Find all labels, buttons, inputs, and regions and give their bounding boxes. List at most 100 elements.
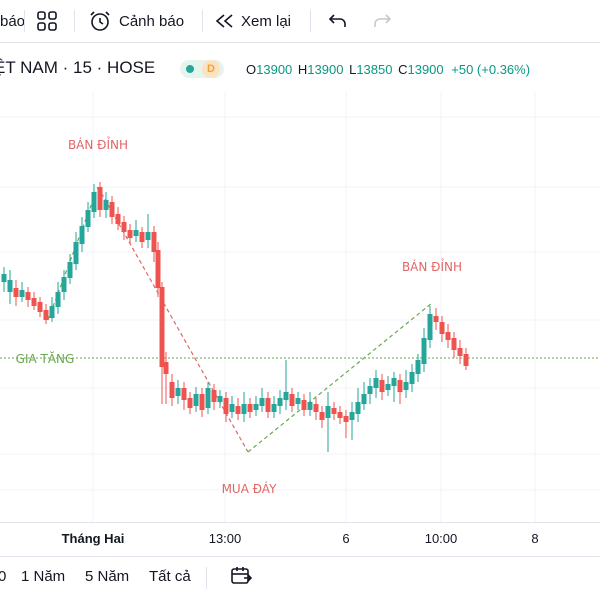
candle-body (283, 392, 289, 400)
candle-body (289, 394, 295, 406)
candle (265, 392, 271, 418)
candle-body (385, 384, 391, 390)
candle-body (121, 222, 127, 232)
candle-body (403, 382, 409, 390)
candle-body (49, 306, 55, 318)
rewind-icon (214, 12, 236, 30)
annotation-mua-day[interactable]: MUA ĐÁY (222, 481, 278, 496)
candle (169, 374, 175, 406)
candle (193, 387, 199, 412)
candle (91, 184, 97, 218)
candle-body (247, 404, 253, 412)
candle-body (103, 200, 109, 210)
candle (331, 402, 337, 420)
candle (463, 348, 469, 370)
candle (415, 354, 421, 382)
candle-body (427, 314, 433, 340)
candle-body (73, 242, 79, 264)
candle-body (31, 298, 37, 306)
candle (97, 182, 103, 217)
candle (307, 392, 313, 416)
candle-body (313, 404, 319, 412)
close-key: C (398, 62, 408, 77)
candle-body (25, 292, 31, 300)
annotation-gia-tang[interactable]: GIA TĂNG (16, 351, 75, 366)
candle (397, 374, 403, 404)
candle (25, 287, 31, 307)
candle (73, 232, 79, 270)
alarm-clock-icon (88, 10, 112, 32)
candle-body (1, 274, 7, 282)
price-chart[interactable]: BÁN ĐỈNH BÁN ĐỈNH MUA ĐÁY GIA TĂNG (0, 92, 600, 522)
candle (451, 332, 457, 358)
annotation-ban-dinh-1[interactable]: BÁN ĐỈNH (68, 136, 128, 152)
candle (379, 374, 385, 400)
candle-body (127, 230, 133, 238)
annotation-ban-dinh-2[interactable]: BÁN ĐỈNH (402, 258, 462, 274)
candle (367, 378, 373, 404)
layout-grid-icon[interactable] (36, 0, 58, 42)
candle-body (373, 378, 379, 388)
candle-body (91, 192, 97, 212)
candle (373, 370, 379, 398)
chart-grid (0, 92, 600, 522)
candle (277, 390, 283, 414)
candle (349, 402, 355, 440)
time-axis[interactable]: Tháng Hai 13:00 6 10:00 8 (0, 522, 600, 555)
candle (313, 398, 319, 420)
candle (289, 388, 295, 412)
time-label: 6 (342, 531, 350, 546)
candle-body (115, 214, 121, 224)
candle-body (319, 412, 325, 420)
candle (163, 352, 169, 404)
candle-body (43, 310, 49, 320)
candle (199, 388, 205, 417)
candle-body (163, 362, 169, 374)
alert-button[interactable]: Cảnh báo (88, 0, 184, 42)
candle-body (241, 404, 247, 414)
open-key: O (246, 62, 257, 77)
candle-body (397, 380, 403, 392)
market-status-badge[interactable]: D (180, 60, 224, 78)
candle-body (391, 378, 397, 386)
candle-body (181, 388, 187, 400)
replay-button[interactable]: Xem lại (214, 0, 291, 42)
candle (223, 392, 229, 422)
time-label: Tháng Hai (61, 531, 125, 546)
candle (253, 396, 259, 416)
candle (7, 270, 13, 304)
candle (427, 306, 433, 348)
candle (151, 226, 157, 262)
candle-body (457, 348, 463, 356)
high-value: 13900 (307, 62, 344, 77)
candle (155, 242, 161, 297)
candle-body (409, 372, 415, 384)
candle-body (331, 408, 337, 414)
toolbar-divider (24, 10, 25, 32)
range-button[interactable]: 0 (0, 568, 7, 585)
range-button-all[interactable]: Tất cả (149, 568, 191, 585)
candle (247, 398, 253, 418)
candle (49, 297, 55, 322)
redo-icon[interactable] (372, 0, 392, 42)
candle (283, 360, 289, 410)
candle (445, 324, 451, 348)
candle-body (199, 394, 205, 410)
candle-body (421, 338, 427, 364)
candle-body (151, 232, 157, 252)
candle (217, 390, 223, 408)
date-range-icon[interactable] (230, 566, 253, 591)
candle (355, 388, 361, 422)
candle-body (235, 406, 241, 414)
status-dot (186, 65, 194, 73)
range-bar: 0 1 Năm 5 Năm Tất cả (0, 556, 600, 601)
candle (115, 207, 121, 230)
candle-body (271, 404, 277, 412)
range-button-5-years[interactable]: 5 Năm (85, 568, 130, 585)
toolbar-cut-label[interactable]: báo (0, 12, 26, 30)
change-value: +50 (+0.36%) (451, 62, 531, 77)
candle-body (325, 406, 331, 418)
undo-icon[interactable] (328, 0, 348, 42)
range-button-1-year[interactable]: 1 Năm (21, 568, 66, 585)
symbol-title[interactable]: ỆT NAM · 15 · HOSE (0, 58, 156, 77)
